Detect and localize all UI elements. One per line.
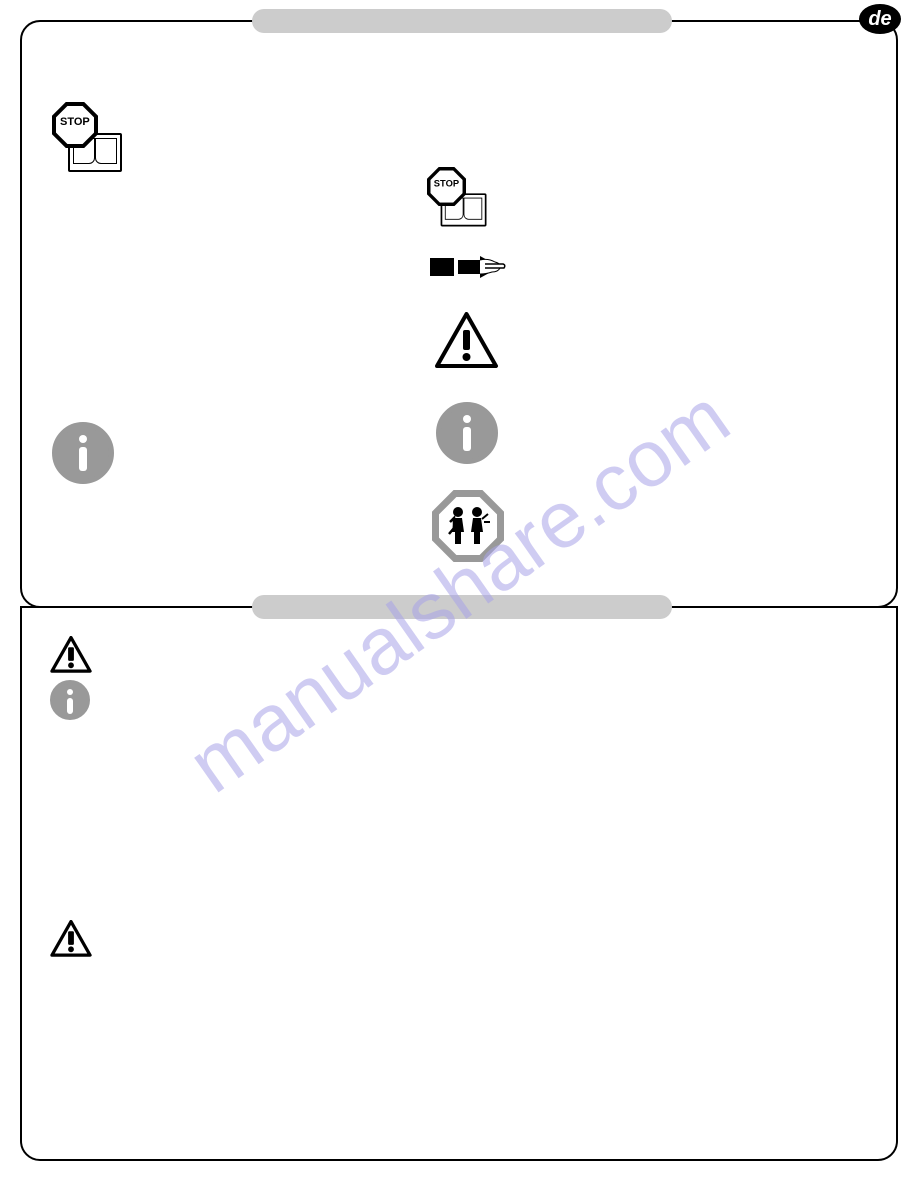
note-icon xyxy=(52,422,114,484)
section-tab-top xyxy=(252,9,672,33)
warning-triangle-icon xyxy=(434,312,499,370)
qualified-personnel-icon xyxy=(432,490,504,562)
stop-text-small: STOP xyxy=(434,179,459,189)
manual-page: manualshare.com de STOP STOP xyxy=(20,20,898,1161)
pointing-hand-icon xyxy=(430,250,510,285)
warning-triangle-icon-small-2 xyxy=(50,920,92,958)
section-top: de STOP STOP xyxy=(20,20,898,608)
note-icon-small xyxy=(50,680,90,720)
section-tab-bottom xyxy=(252,595,672,619)
language-badge: de xyxy=(859,4,901,34)
stop-text: STOP xyxy=(60,116,90,128)
stop-read-manual-icon: STOP xyxy=(52,102,122,172)
stop-read-manual-icon-small: STOP xyxy=(427,167,497,237)
section-bottom xyxy=(20,606,898,1161)
note-icon-right xyxy=(436,402,498,464)
warning-triangle-icon-small xyxy=(50,636,92,674)
